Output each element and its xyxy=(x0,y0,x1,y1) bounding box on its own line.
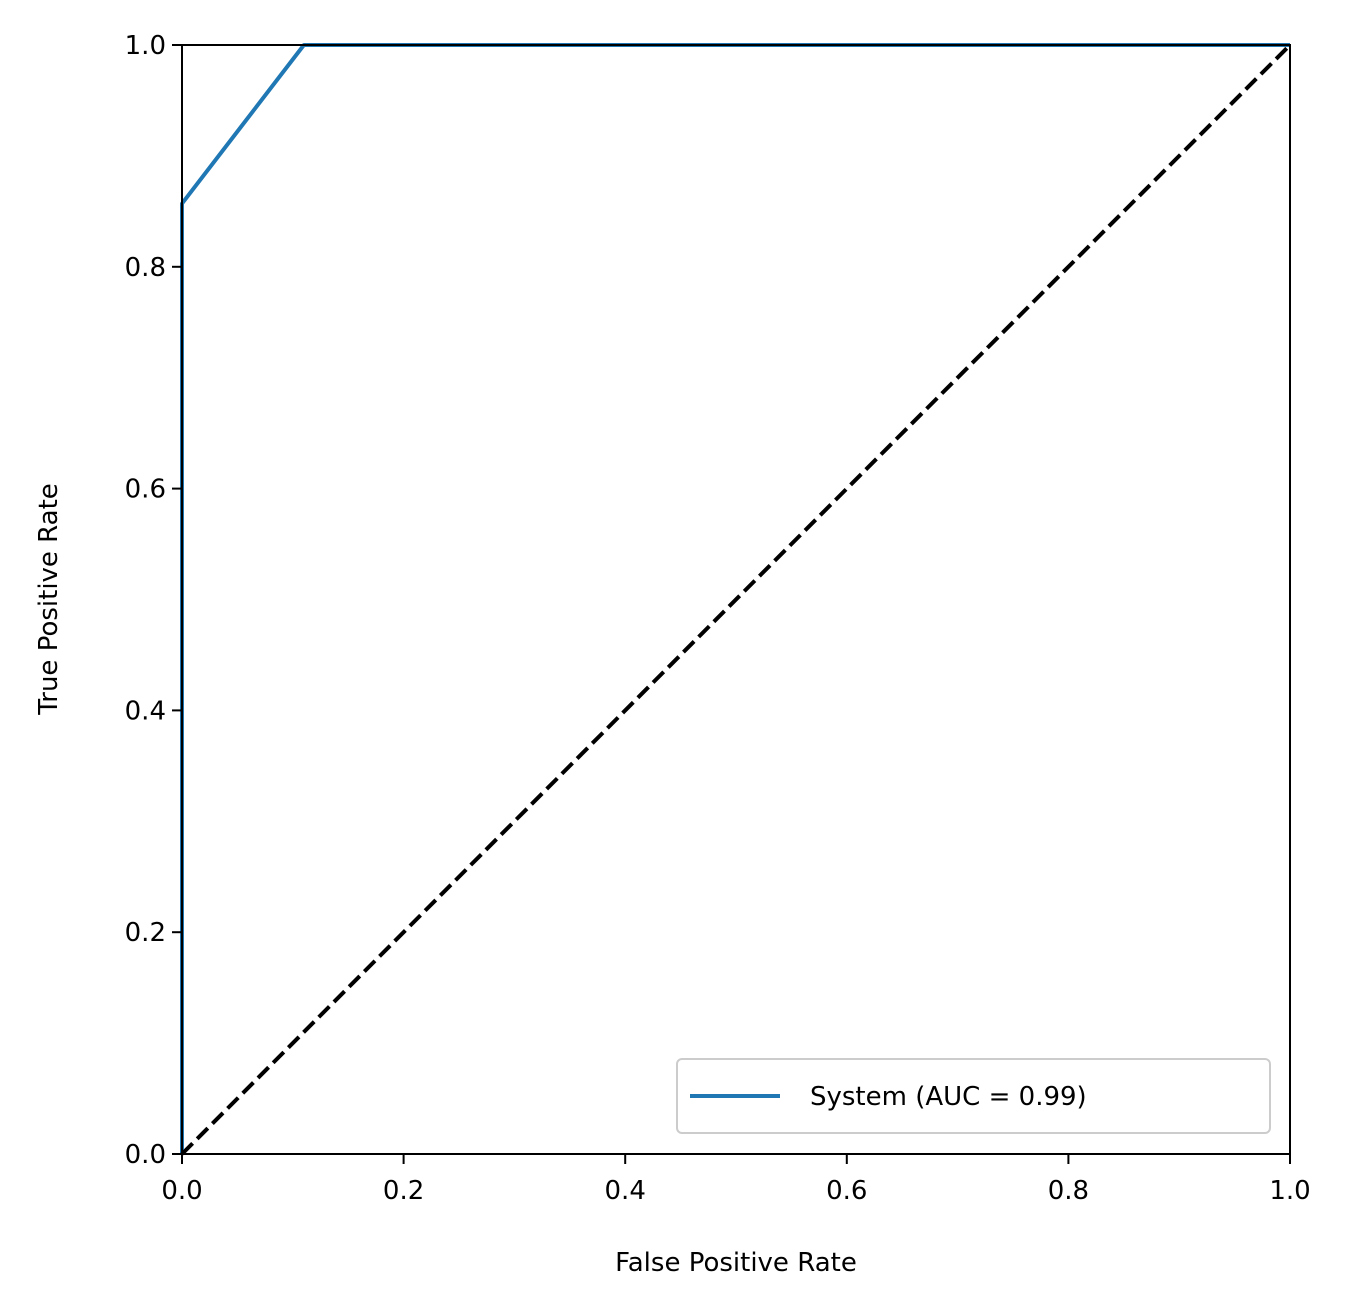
y-tick-label: 0.2 xyxy=(125,918,166,948)
x-tick-label: 0.4 xyxy=(605,1176,646,1206)
x-tick-label: 0.2 xyxy=(383,1176,424,1206)
legend-entry-label: System (AUC = 0.99) xyxy=(810,1082,1087,1112)
x-tick-label: 0.8 xyxy=(1048,1176,1089,1206)
chance-diagonal-line xyxy=(180,43,1292,1156)
axes-frame xyxy=(181,44,1291,1155)
y-tick-label: 1.0 xyxy=(125,31,166,61)
axes: 0.0 0.2 0.4 0.6 0.8 1.0 0.0 0.2 0.4 0.6 0.8 1.0 xyxy=(125,31,1311,1206)
y-tick-label: 0.0 xyxy=(125,1140,166,1170)
y-axis-label: True Positive Rate xyxy=(34,483,64,716)
x-tick-label: 1.0 xyxy=(1269,1176,1310,1206)
legend-frame xyxy=(676,1058,1271,1134)
y-tick-label: 0.6 xyxy=(125,475,166,505)
legend: System (AUC = 0.99) xyxy=(676,1058,1271,1134)
y-tick-label: 0.4 xyxy=(125,696,166,726)
x-tick-label: 0.6 xyxy=(826,1176,867,1206)
x-axis-label: False Positive Rate xyxy=(615,1248,857,1278)
x-tick-label: 0.0 xyxy=(161,1176,202,1206)
y-tick-label: 0.8 xyxy=(125,253,166,283)
plot-area xyxy=(180,43,1292,1156)
